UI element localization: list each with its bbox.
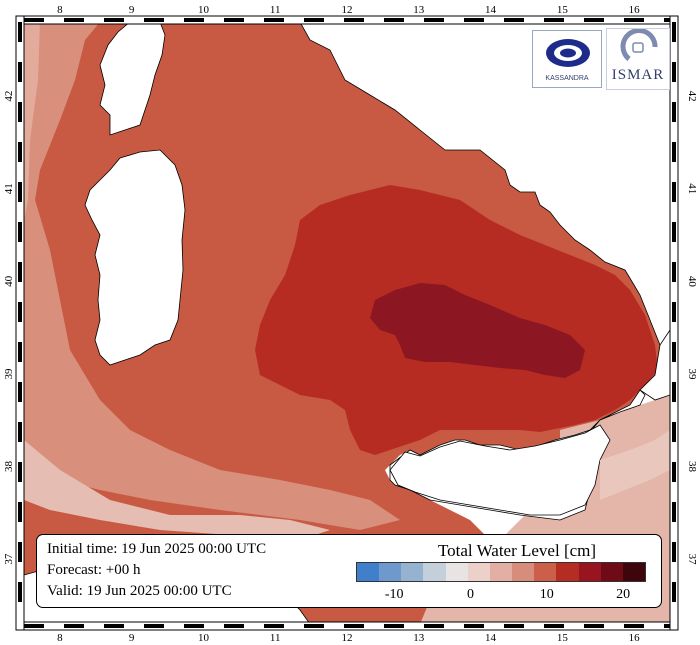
colorbar-segment <box>489 563 513 581</box>
kassandra-caption: KASSANDRA <box>545 75 589 82</box>
land-sicily-body <box>389 424 611 516</box>
lat-tick-label: 37 <box>686 554 698 566</box>
lat-ticks-left: 37 38 39 40 41 42 <box>3 91 15 565</box>
lon-tick-label: 10 <box>198 4 210 16</box>
colorbar-tick-label: 0 <box>466 587 474 602</box>
lon-tick-label: 10 <box>198 632 210 644</box>
colorbar-segment <box>534 563 557 581</box>
land-italy <box>299 22 670 381</box>
lon-tick-label: 11 <box>270 632 281 644</box>
kassandra-logo-icon <box>546 39 590 67</box>
lat-tick-label: 40 <box>686 276 698 288</box>
sea-lighter-south <box>24 440 330 540</box>
lat-tick-label: 42 <box>686 91 698 102</box>
valid-time-text: Valid: 19 Jun 2025 00:00 UTC <box>47 583 232 599</box>
lon-tick-label: 16 <box>629 4 641 16</box>
colorbar-segment <box>622 563 646 581</box>
lon-tick-label: 14 <box>485 632 497 644</box>
lon-tick-label: 11 <box>270 4 281 16</box>
ismar-logo: ISMAR <box>606 28 670 90</box>
colorbar <box>356 562 646 582</box>
colorbar-segment <box>467 563 490 581</box>
lat-tick-label: 39 <box>3 368 15 380</box>
lat-tick-label: 41 <box>3 183 15 194</box>
sea-max <box>370 283 585 378</box>
colorbar-segment <box>556 563 579 581</box>
land-calabria <box>639 329 670 401</box>
initial-time-text: Initial time: 19 Jun 2025 00:00 UTC <box>47 541 267 557</box>
lon-tick-label: 15 <box>557 4 569 16</box>
lat-tick-label: 38 <box>686 461 698 473</box>
lon-ticks-bottom: 8 9 10 11 12 13 14 15 16 <box>57 632 640 644</box>
lat-tick-label: 40 <box>3 275 15 287</box>
lon-tick-label: 14 <box>485 4 497 16</box>
frame-left <box>15 15 25 631</box>
sea-ionian-light <box>600 430 670 500</box>
land-sardinia <box>84 149 186 366</box>
land-corsica <box>99 22 166 136</box>
sea-west-lighter <box>24 22 40 220</box>
colorbar-segment <box>445 563 468 581</box>
lat-ticks-right: 37 38 39 40 41 42 <box>686 91 698 566</box>
info-legend-box: Initial time: 19 Jun 2025 00:00 UTC Fore… <box>36 534 662 608</box>
colorbar-segment <box>423 563 446 581</box>
lon-tick-label: 16 <box>629 632 641 644</box>
lon-ticks-top: 8 9 10 11 12 13 14 15 16 <box>57 4 640 16</box>
lon-tick-label: 9 <box>129 4 135 16</box>
lat-tick-label: 39 <box>686 368 698 380</box>
colorbar-segment <box>357 563 380 581</box>
lon-tick-label: 13 <box>413 632 425 644</box>
lon-tick-label: 15 <box>557 632 569 644</box>
colorbar-tick-label: 20 <box>616 587 631 602</box>
lon-tick-label: 9 <box>129 632 135 644</box>
kassandra-logo: KASSANDRA <box>532 30 602 88</box>
map-border <box>15 15 679 631</box>
lon-tick-label: 12 <box>342 632 353 644</box>
frame-top <box>21 15 673 25</box>
ismar-logo-icon <box>620 29 658 61</box>
lon-tick-label: 8 <box>57 632 63 644</box>
frame-right <box>669 15 679 631</box>
lon-tick-label: 13 <box>413 4 425 16</box>
ismar-caption: ISMAR <box>611 67 665 83</box>
colorbar-segment <box>578 563 601 581</box>
colorbar-segment <box>379 563 402 581</box>
colorbar-title: Total Water Level [cm] <box>437 541 597 560</box>
colorbar-segment <box>401 563 424 581</box>
frame-bottom <box>21 621 673 631</box>
lon-tick-label: 12 <box>342 4 353 16</box>
colorbar-segment <box>512 563 535 581</box>
colorbar-segment <box>600 563 623 581</box>
colorbar-tick-label: -10 <box>384 587 404 602</box>
lat-tick-label: 42 <box>3 91 15 102</box>
lat-tick-label: 38 <box>3 461 15 473</box>
lon-tick-label: 8 <box>57 4 63 16</box>
forecast-text: Forecast: +00 h <box>47 562 141 578</box>
lat-tick-label: 41 <box>686 183 698 194</box>
lat-tick-label: 37 <box>3 553 15 565</box>
colorbar-tick-label: 10 <box>539 587 554 602</box>
